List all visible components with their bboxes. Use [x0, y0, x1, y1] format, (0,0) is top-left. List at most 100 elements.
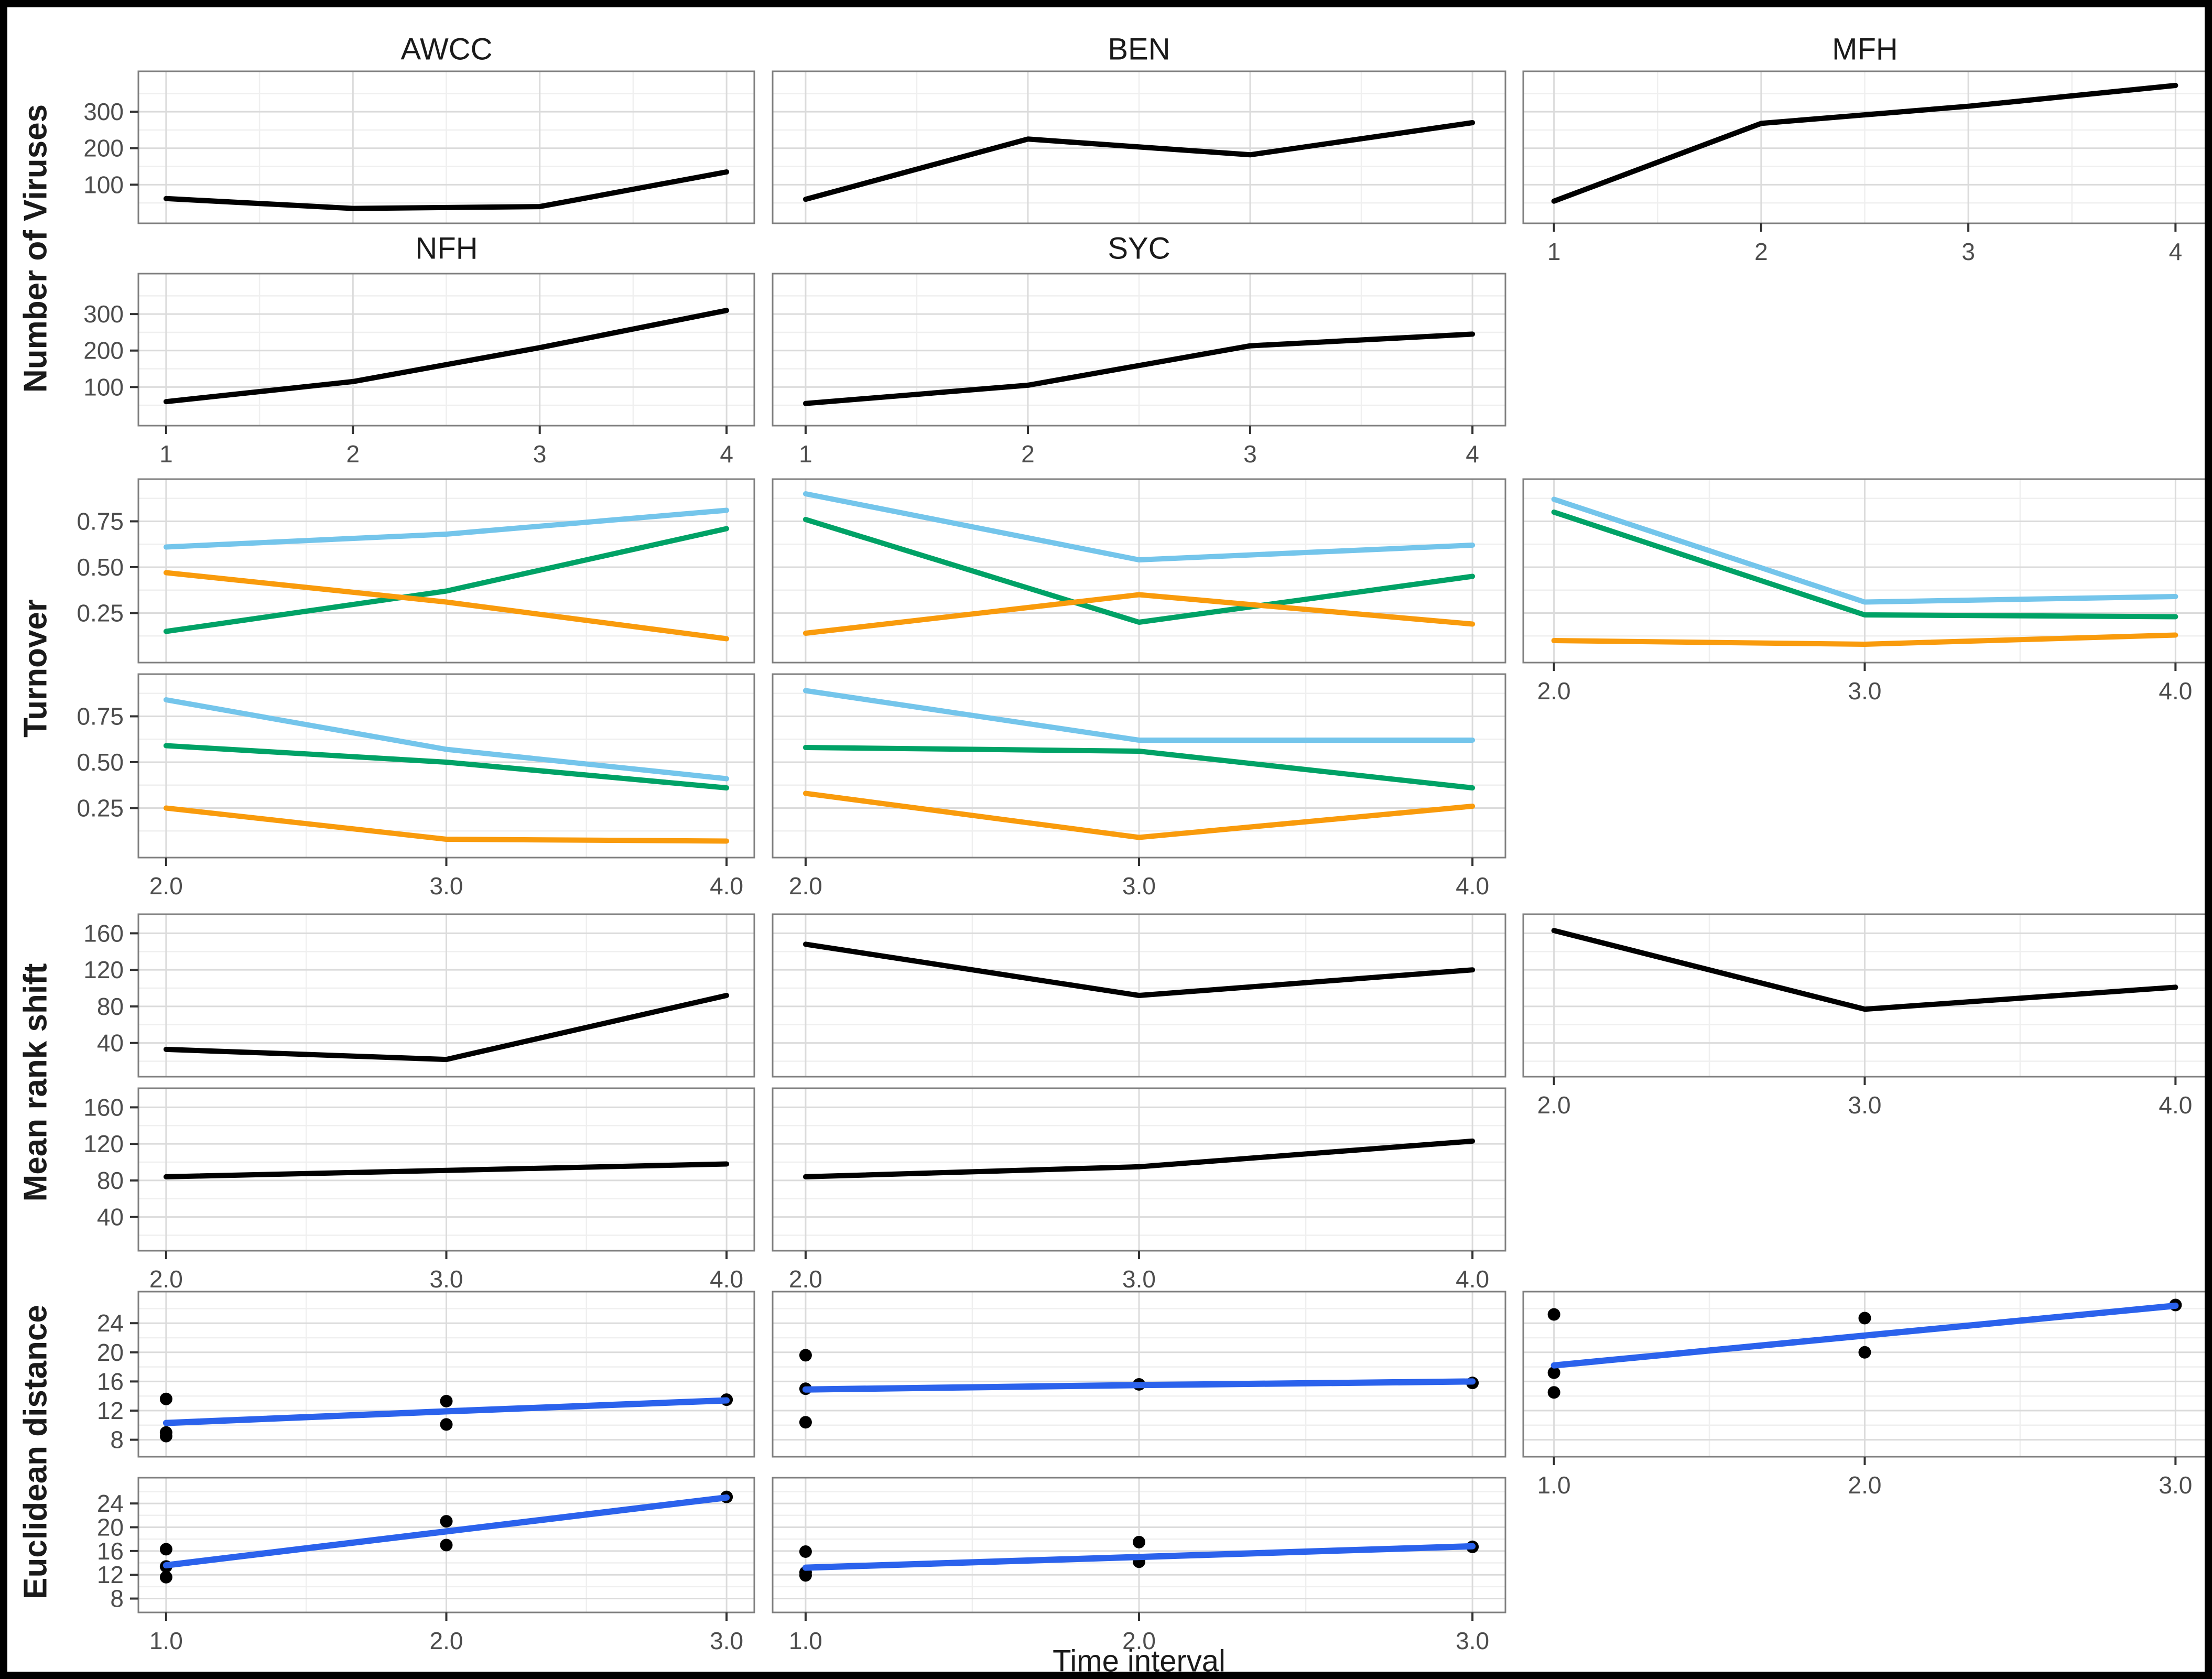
x-tick-label: 4.0	[1456, 872, 1489, 900]
panel-ben-mean-rank-shift	[772, 913, 1506, 1078]
line-series-black-mfh	[1551, 83, 2178, 204]
trend-line-ben	[802, 1378, 1476, 1393]
y-axis-label-euclidean-distance: Euclidean distance	[17, 1305, 54, 1599]
trend-line-nfh	[162, 1494, 730, 1569]
line-series-orange-ben	[803, 592, 1476, 636]
y-axis-label-turnover: Turnover	[17, 599, 54, 738]
grid-minor	[138, 274, 754, 426]
y-tick-label: 80	[97, 1167, 124, 1194]
grid-major	[773, 274, 1505, 426]
panel-syc-number-of-viruses: 1 2 3 4	[772, 273, 1506, 468]
y-tick-label: 300	[83, 300, 124, 328]
panel-border	[772, 1291, 1506, 1458]
line-series-black-awcc	[163, 993, 730, 1063]
y-tick-label: 120	[83, 956, 124, 983]
line-series-light_blue-ben	[803, 491, 1476, 562]
panel-mfh-euclidean-distance: 1.0 2.0 3.0	[1522, 1291, 2205, 1499]
y-tick-label: 0.75	[77, 508, 124, 535]
y-axis-awcc: 40 80 120 160	[83, 919, 138, 1057]
x-tick-label: 4.0	[710, 1265, 743, 1293]
x-tick-label: 1	[799, 440, 812, 468]
x-tick-label: 3.0	[1848, 677, 1882, 705]
y-tick-label: 0.25	[77, 795, 124, 822]
line-series-green-mfh	[1551, 510, 2178, 620]
y-tick-label: 300	[83, 98, 124, 125]
x-tick-label: 3	[1243, 440, 1257, 468]
y-tick-label: 100	[83, 373, 124, 400]
x-tick-label: 1	[1547, 238, 1561, 265]
panel-border	[1522, 70, 2205, 224]
x-axis-syc: 1 2 3 4	[799, 426, 1479, 468]
panel-syc-euclidean-distance: 1.0 2.0 3.0	[772, 1477, 1506, 1654]
x-tick-label: 2	[346, 440, 360, 468]
line-series-black-nfh	[163, 308, 730, 405]
grid-major	[773, 674, 1505, 858]
x-tick-label: 2.0	[789, 1265, 822, 1293]
x-tick-label: 3.0	[710, 1627, 743, 1654]
scatter-points-awcc	[159, 1392, 733, 1443]
x-axis-title: Time interval	[1053, 1644, 1226, 1678]
line-series-light_blue-awcc	[163, 507, 730, 550]
y-tick-label: 200	[83, 337, 124, 364]
panel-border	[772, 273, 1506, 427]
panel-border	[772, 70, 1506, 224]
grid-major	[773, 1088, 1505, 1251]
x-tick-label: 2.0	[1537, 1091, 1571, 1119]
x-tick-label: 4	[1466, 440, 1479, 468]
line-series-green-awcc	[163, 526, 730, 634]
grid-minor	[773, 274, 1505, 426]
y-tick-label: 100	[83, 171, 124, 198]
y-axis-awcc: 0.25 0.50 0.75	[77, 508, 138, 627]
y-tick-label: 12	[97, 1397, 124, 1424]
panel-ben-euclidean-distance	[772, 1291, 1506, 1458]
y-tick-label: 16	[97, 1368, 124, 1395]
line-series-orange-mfh	[1551, 632, 2178, 647]
y-tick-label: 16	[97, 1537, 124, 1565]
x-tick-label: 2.0	[149, 872, 183, 900]
panel-syc-mean-rank-shift: 2.0 3.0 4.0	[772, 1087, 1506, 1293]
x-axis-mfh: 1 2 3 4	[1547, 223, 2182, 265]
y-tick-label: 8	[110, 1426, 124, 1454]
facet-title-awcc: AWCC	[400, 32, 493, 67]
y-tick-label: 0.25	[77, 600, 124, 627]
grid-minor	[773, 71, 1505, 223]
x-axis-nfh: 2.0 3.0 4.0	[149, 1251, 743, 1293]
x-tick-label: 4	[720, 440, 733, 468]
x-tick-label: 4.0	[1456, 1265, 1489, 1293]
panel-mfh-number-of-viruses: 1 2 3 4	[1522, 70, 2205, 265]
x-axis-mfh: 2.0 3.0 4.0	[1537, 663, 2192, 705]
panel-border	[137, 913, 755, 1078]
line-series-light_blue-syc	[803, 688, 1476, 743]
line-series-black-syc	[803, 1138, 1476, 1179]
y-tick-label: 0.50	[77, 749, 124, 776]
panel-awcc-turnover: 0.25 0.50 0.75	[77, 478, 755, 664]
y-tick-label: 20	[97, 1339, 124, 1366]
panel-ben-number-of-viruses	[772, 70, 1506, 224]
line-series-light_blue-nfh	[163, 697, 730, 782]
y-axis-nfh: 40 80 120 160	[83, 1093, 138, 1231]
y-axis-nfh: 100 200 300	[83, 300, 138, 400]
panel-awcc-mean-rank-shift: 40 80 120 160	[83, 913, 755, 1078]
panel-nfh-mean-rank-shift: 40 80 120 160 2.0 3.0 4.0	[83, 1087, 755, 1293]
line-series-green-syc	[803, 745, 1476, 790]
x-tick-label: 4	[2169, 238, 2183, 265]
panel-border	[772, 478, 1506, 664]
facet-title-ben: BEN	[1108, 32, 1170, 67]
x-tick-label: 1.0	[149, 1627, 183, 1654]
grid-major	[1523, 914, 2205, 1077]
x-tick-label: 3.0	[430, 1265, 463, 1293]
y-axis-nfh: 0.25 0.50 0.75	[77, 703, 138, 822]
x-tick-label: 1.0	[1537, 1471, 1571, 1499]
x-tick-label: 1.0	[789, 1627, 822, 1654]
y-tick-label: 40	[97, 1030, 124, 1057]
panel-mfh-mean-rank-shift: 2.0 3.0 4.0	[1522, 913, 2205, 1119]
x-tick-label: 3	[1961, 238, 1975, 265]
y-tick-label: 0.75	[77, 703, 124, 730]
x-axis-syc: 2.0 3.0 4.0	[789, 858, 1489, 900]
facet-title-syc: SYC	[1108, 231, 1170, 266]
y-axis-label-mean-rank-shift: Mean rank shift	[17, 963, 54, 1202]
x-tick-label: 2.0	[1537, 677, 1571, 705]
